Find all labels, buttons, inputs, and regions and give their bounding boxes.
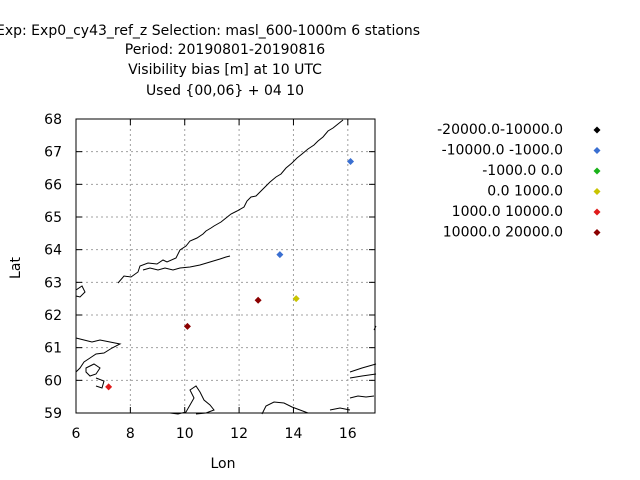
data-point <box>183 322 191 330</box>
x-tick-label: 14 <box>285 426 303 442</box>
y-tick-label: 60 <box>44 373 62 389</box>
legend-label: 10000.0 20000.0 <box>443 225 563 241</box>
legend-marker <box>593 188 601 195</box>
y-tick-label: 62 <box>44 308 62 324</box>
y-tick-label: 59 <box>44 406 62 422</box>
y-tick-label: 68 <box>44 112 62 128</box>
title-line-1: Exp: Exp0_cy43_ref_z Selection: masl_600… <box>0 23 420 39</box>
y-tick-label: 66 <box>44 177 62 193</box>
chart-title: Exp: Exp0_cy43_ref_z Selection: masl_600… <box>0 23 420 99</box>
title-line-4: Used {00,06} + 04 10 <box>146 83 304 99</box>
data-point <box>254 296 262 304</box>
y-tick-label: 63 <box>44 275 62 291</box>
x-tick-label: 10 <box>176 426 194 442</box>
legend: -20000.0-10000.0 -10000.0 -1000.0 -1000.0 … <box>437 122 601 241</box>
data-point <box>347 157 355 165</box>
legend-marker <box>593 167 601 175</box>
legend-label: 0.0 1000.0 <box>487 184 563 200</box>
legend-label: -1000.0 0.0 <box>482 163 563 179</box>
x-tick-label: 8 <box>126 426 135 442</box>
data-point <box>292 295 300 303</box>
y-tick-label: 67 <box>44 145 62 161</box>
y-tick-labels: 59 60 61 62 63 64 65 66 67 68 <box>44 112 62 422</box>
data-point <box>276 251 284 259</box>
plot-area-frame <box>75 118 376 414</box>
y-tick-label: 64 <box>44 243 62 259</box>
legend-marker <box>593 126 601 134</box>
y-tick-label: 61 <box>44 341 62 357</box>
data-point <box>105 383 113 391</box>
x-tick-label: 6 <box>72 426 81 442</box>
legend-marker <box>593 229 601 236</box>
data-points <box>105 157 355 391</box>
x-tick-label: 12 <box>230 426 248 442</box>
grid <box>76 119 375 413</box>
legend-label: -10000.0 -1000.0 <box>442 143 563 159</box>
legend-marker <box>593 208 601 216</box>
legend-label: 1000.0 10000.0 <box>452 204 563 220</box>
legend-label: -20000.0-10000.0 <box>437 122 563 138</box>
legend-marker <box>593 147 601 154</box>
coastline <box>75 119 377 415</box>
title-line-3: Visibility bias [m] at 10 UTC <box>128 62 322 78</box>
y-axis-label: Lat <box>8 257 24 279</box>
axis-ticks <box>75 118 375 414</box>
title-line-2: Period: 20190801-20190816 <box>125 42 325 58</box>
y-tick-label: 65 <box>44 210 62 226</box>
x-tick-labels: 6 8 10 12 14 16 <box>72 426 357 442</box>
x-axis-label: Lon <box>211 456 236 472</box>
x-tick-label: 16 <box>339 426 357 442</box>
